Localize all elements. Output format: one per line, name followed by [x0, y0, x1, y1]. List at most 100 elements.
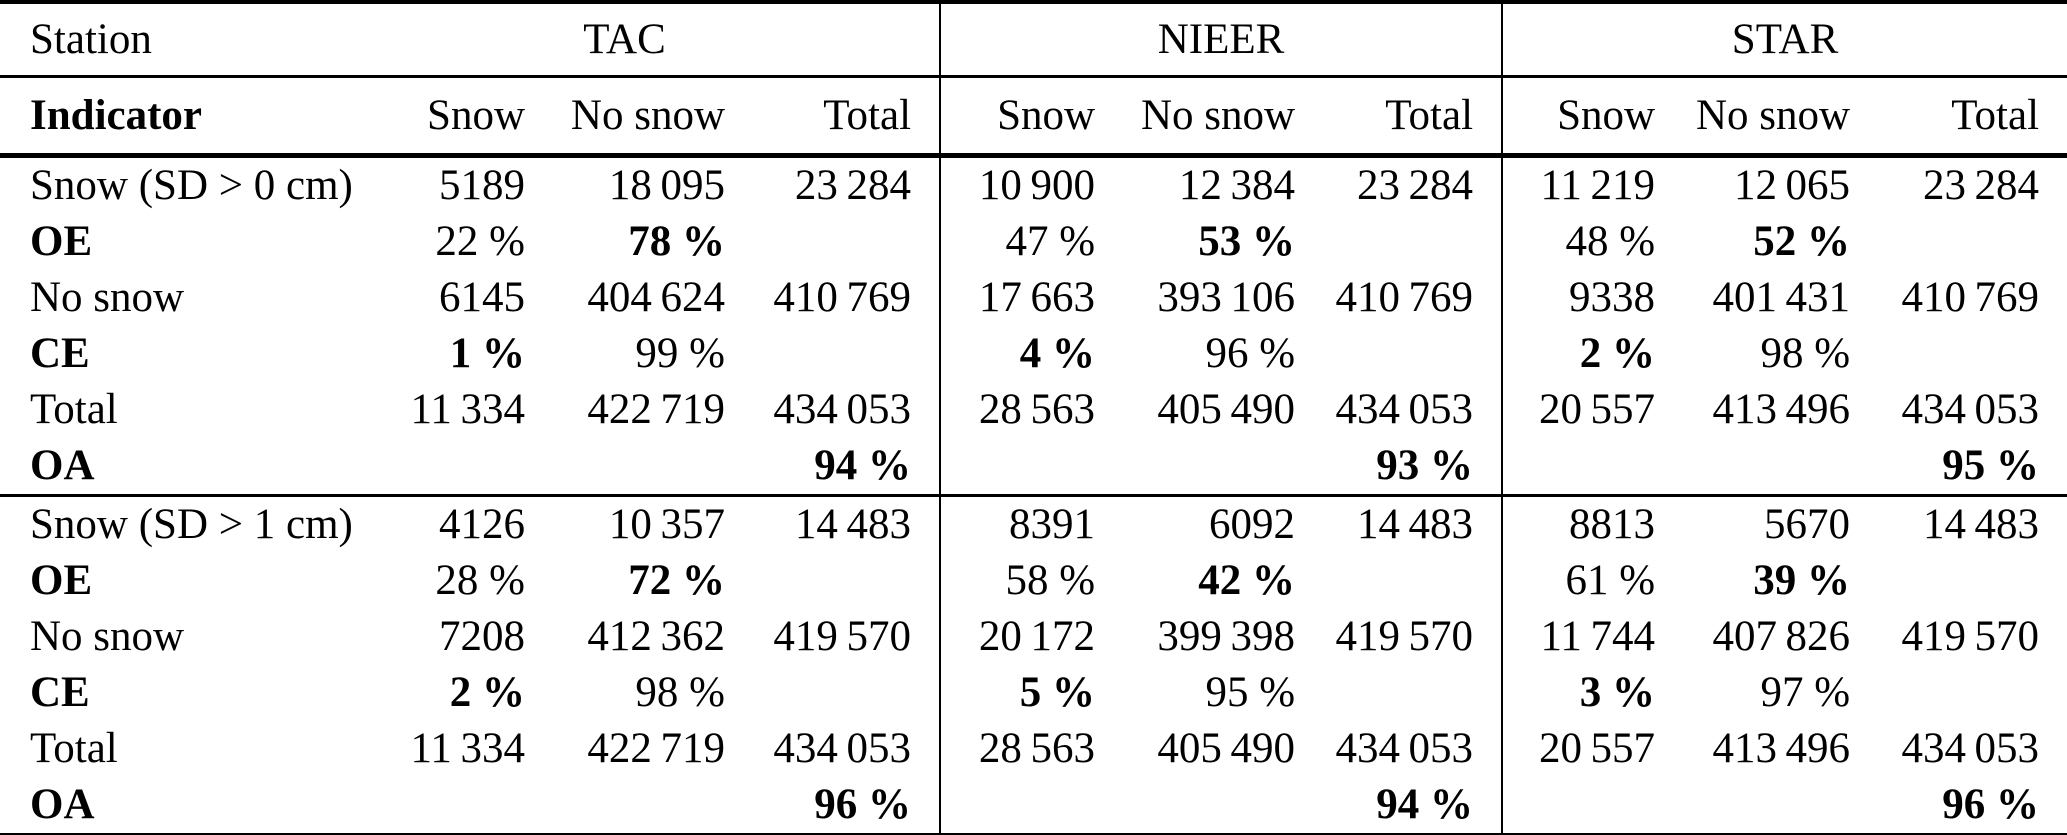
table-cell: 2 %	[449, 669, 525, 717]
table-cell	[1501, 777, 1684, 835]
table-cell: 5 %	[939, 665, 1124, 721]
indicator-header-row: Indicator Snow No snow Total Snow No sno…	[0, 76, 2067, 158]
row-label: No snow	[30, 274, 185, 322]
table-cell: 58 %	[939, 553, 1124, 609]
table-cell	[1123, 777, 1323, 835]
table-cell: 434 053	[773, 386, 912, 434]
table-cell: 18 095	[608, 162, 725, 210]
table-cell: 434 053	[1335, 386, 1474, 434]
table-cell: 419 570	[773, 613, 912, 661]
group-header-star: STAR	[1501, 2, 2067, 78]
table-cell: 23 284	[1922, 162, 2040, 210]
table-cell: 434 053	[773, 725, 912, 773]
row-label: Total	[30, 386, 118, 434]
table-row: Snow (SD > 1 cm) 4126 10 357 14 483 8391 6092…	[0, 495, 2067, 553]
tac-no-snow-header: No snow	[553, 76, 753, 158]
table-row: CE 1 % 99 % 4 % 96 % 2 % 98 %	[0, 326, 2067, 382]
table-cell	[1123, 438, 1324, 497]
table-cell: 94 %	[1376, 781, 1474, 829]
table-cell	[1501, 438, 1684, 497]
table-cell: 97 %	[1760, 669, 1851, 717]
table-cell: 393 106	[1157, 274, 1296, 322]
table-cell: 52 %	[1753, 218, 1851, 266]
table-cell: 8391	[939, 495, 1124, 553]
table-cell: 23 284	[1356, 162, 1474, 210]
station-header-label: Station	[0, 2, 310, 78]
indicator-header-label: Indicator	[0, 76, 310, 158]
table-cell: 95 %	[1205, 669, 1296, 717]
table-cell: 11 219	[1501, 155, 1684, 214]
table-cell: 20 557	[1501, 721, 1684, 777]
tac-snow-header: Snow	[310, 76, 553, 158]
table-cell: 1 %	[449, 330, 525, 378]
table-cell: 422 719	[587, 725, 725, 773]
table-cell: 96 %	[1205, 330, 1296, 378]
row-label: Snow (SD > 0 cm)	[30, 162, 353, 210]
table-cell	[1878, 553, 2067, 609]
table-cell: 23 284	[794, 162, 912, 210]
table-row: CE 2 % 98 % 5 % 95 % 3 % 97 %	[0, 665, 2067, 721]
table-row: Total 11 334 422 719 434 053 28 563 405 490 43…	[0, 721, 2067, 777]
table-cell	[1683, 438, 1879, 497]
table-cell: 9338	[1501, 270, 1684, 326]
table-cell: 53 %	[1198, 218, 1296, 266]
station-header-row: Station TAC NIEER STAR	[0, 2, 2067, 78]
table-cell: 17 663	[939, 270, 1124, 326]
table-cell: 412 362	[587, 613, 725, 661]
group-header-nieer: NIEER	[939, 2, 1503, 78]
table-row: No snow 6145 404 624 410 769 17 663 393 106 41…	[0, 270, 2067, 326]
table-cell: 8813	[1501, 495, 1684, 553]
row-label: Total	[30, 725, 118, 773]
table-cell: 11 744	[1501, 609, 1684, 665]
table-cell	[1323, 214, 1502, 270]
table-cell: 4 %	[939, 326, 1124, 382]
table-cell	[1323, 553, 1502, 609]
table-cell: 11 334	[410, 386, 525, 434]
table-cell: 419 570	[1901, 613, 2040, 661]
table-cell: 98 %	[1760, 330, 1851, 378]
nieer-total-header: Total	[1323, 76, 1503, 158]
table-cell: 12 384	[1178, 162, 1296, 210]
row-label: OA	[30, 781, 95, 829]
group-header-tac: TAC	[310, 2, 941, 78]
table-cell: 95 %	[1878, 438, 2067, 497]
table-cell: 61 %	[1501, 553, 1684, 609]
table-cell: 405 490	[1157, 386, 1296, 434]
nieer-no-snow-header: No snow	[1123, 76, 1324, 158]
table-cell: 14 483	[1922, 501, 2040, 549]
table-cell: 14 483	[1356, 501, 1474, 549]
row-label: OE	[30, 557, 93, 605]
table-cell	[553, 777, 753, 835]
table-cell	[939, 438, 1124, 497]
table-cell: 20 557	[1501, 382, 1684, 438]
row-label: OE	[30, 218, 93, 266]
table-cell: 410 769	[1335, 274, 1474, 322]
table-cell	[939, 777, 1124, 835]
table-cell: 4126	[439, 501, 525, 549]
table-cell: 413 496	[1712, 725, 1851, 773]
table-cell: 413 496	[1712, 386, 1851, 434]
table-block-sd1: Snow (SD > 1 cm) 4126 10 357 14 483 8391 6092…	[0, 495, 2067, 835]
row-label: CE	[30, 330, 90, 378]
table-cell: 407 826	[1712, 613, 1851, 661]
table-cell: 5670	[1764, 501, 1851, 549]
table-cell: 6145	[439, 274, 525, 322]
table-cell: 20 172	[939, 609, 1124, 665]
table-cell: 96 %	[814, 781, 912, 829]
table-cell	[1878, 326, 2067, 382]
table-cell	[1323, 665, 1502, 721]
table-cell: 7208	[439, 613, 525, 661]
table-cell: 434 053	[1335, 725, 1474, 773]
table-cell	[753, 326, 940, 382]
table-cell	[553, 438, 753, 497]
table-block-sd0: Snow (SD > 0 cm) 5189 18 095 23 284 10 900 12…	[0, 155, 2067, 497]
table-cell: 12 065	[1733, 162, 1851, 210]
table-cell	[1878, 214, 2067, 270]
nieer-snow-header: Snow	[939, 76, 1124, 158]
table-cell: 28 563	[939, 382, 1124, 438]
table-row: OE 22 % 78 % 47 % 53 % 48 % 52 %	[0, 214, 2067, 270]
table-cell: 10 357	[608, 501, 725, 549]
table-header: Station TAC NIEER STAR Indicator Snow No…	[0, 2, 2067, 158]
table-cell: 47 %	[939, 214, 1124, 270]
table-cell: 96 %	[1942, 781, 2040, 829]
